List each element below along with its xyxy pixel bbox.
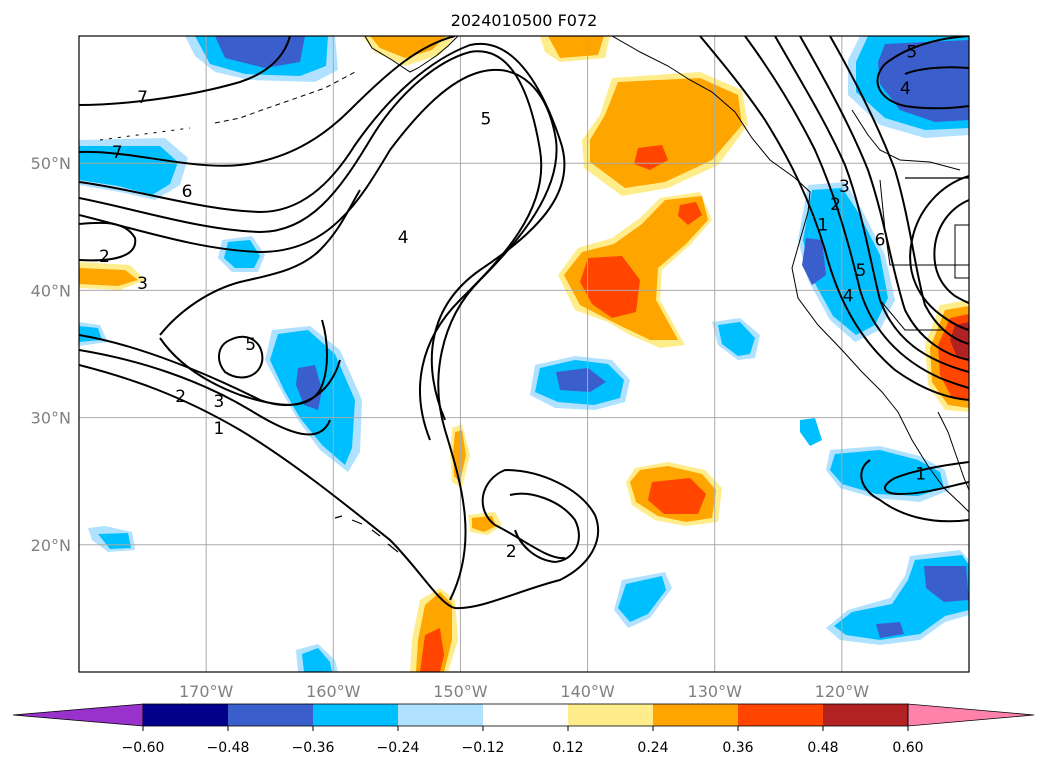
contour-label: 3 — [213, 392, 224, 412]
colorbar-segment — [313, 704, 398, 726]
colorbar-segment — [568, 704, 653, 726]
colorbar-tick-label: 0.60 — [892, 740, 923, 756]
colorbar-extend-low — [12, 703, 144, 727]
contour-label: 2 — [175, 387, 186, 407]
contour-line — [159, 319, 328, 406]
contour-line — [79, 42, 566, 421]
lat-tick-label: 40°N — [31, 281, 71, 300]
colorbar-tick-label: −0.12 — [462, 740, 505, 756]
contour-label: 6 — [875, 231, 886, 251]
colorbar-tick-label: −0.48 — [207, 740, 250, 756]
lon-tick-label: 160°W — [306, 682, 361, 701]
contour-line — [860, 459, 969, 523]
colorbar-tick-label: −0.60 — [122, 740, 165, 756]
colorbar-tick-label: 0.36 — [722, 740, 753, 756]
contour-label: 3 — [839, 177, 850, 197]
map-background — [79, 36, 969, 672]
contour-lines — [79, 36, 969, 610]
colorbar-segment — [398, 704, 483, 726]
contour-line — [699, 36, 969, 401]
contour-line — [79, 349, 331, 436]
lon-tick-label: 170°W — [179, 682, 234, 701]
colorbar-tick-label: −0.36 — [292, 740, 335, 756]
colorbar-tick-labels: −0.60 −0.48 −0.36 −0.24 −0.12 0.12 0.24 0.36 0.4… — [122, 726, 924, 756]
colorbar-tick-label: −0.24 — [377, 740, 420, 756]
colorbar-segment — [228, 704, 313, 726]
colorbar-segment — [483, 704, 568, 726]
contour-label: 4 — [843, 286, 854, 306]
map-title: 2024010500 F072 — [451, 11, 598, 30]
contour-line — [744, 36, 969, 389]
lon-tick-label: 140°W — [560, 682, 615, 701]
contour-label: 2 — [99, 247, 110, 267]
colorbar-tick-label: 0.24 — [637, 740, 668, 756]
coastlines — [99, 36, 969, 553]
alaska-coastline — [364, 36, 459, 73]
contour-label: 1 — [817, 215, 828, 235]
contour-label: 3 — [137, 274, 148, 294]
contour-line — [79, 50, 543, 441]
lat-tick-label: 30°N — [31, 409, 71, 428]
colorbar-segment — [653, 704, 738, 726]
contour-line — [876, 36, 969, 110]
contour-line — [509, 492, 580, 564]
hawaii-islands — [334, 515, 399, 553]
lon-tick-label: 150°W — [433, 682, 488, 701]
contour-line — [884, 461, 969, 496]
contour-label: 6 — [182, 182, 193, 202]
contour-label: 5 — [906, 42, 917, 62]
contour-label: 2 — [506, 542, 517, 562]
gridlines — [79, 36, 969, 672]
contour-label: 4 — [398, 228, 409, 248]
contour-line — [218, 335, 264, 379]
contour-line — [79, 334, 341, 406]
contour-line — [933, 199, 969, 304]
contour-label: 1 — [915, 465, 926, 485]
contour-line — [79, 364, 600, 610]
contour-label: 7 — [137, 88, 148, 108]
contour-line — [799, 36, 969, 361]
latitude-labels: 50°N 40°N 30°N 20°N — [31, 154, 71, 555]
contour-line — [774, 36, 969, 373]
colorbar-extend-high — [907, 703, 1035, 727]
map-frame — [78, 35, 970, 673]
contour-label: 5 — [245, 335, 256, 355]
contour-line — [79, 36, 456, 167]
lon-tick-label: 130°W — [688, 682, 743, 701]
contour-line — [79, 221, 137, 262]
contour-line — [159, 189, 361, 336]
lat-tick-label: 50°N — [31, 154, 71, 173]
colorbar-outline — [142, 703, 909, 727]
north-america-coastline — [611, 36, 969, 513]
colorbar-tick-label: 0.48 — [807, 740, 838, 756]
aleutian-islands — [214, 71, 356, 124]
colorbar-segment — [738, 704, 823, 726]
anomaly-shading — [79, 36, 969, 672]
contour-label: 7 — [112, 143, 123, 163]
colorbar-segment — [823, 704, 908, 726]
contour-line — [79, 69, 558, 601]
contour-label: 5 — [480, 110, 491, 130]
contour-label: 5 — [856, 261, 867, 281]
colorbar-tick-label: 0.12 — [552, 740, 583, 756]
contour-line — [79, 36, 291, 106]
contour-line — [904, 66, 969, 75]
contour-label: 4 — [900, 79, 911, 99]
colorbar — [12, 703, 1035, 727]
longitude-labels: 170°W 160°W 150°W 140°W 130°W 120°W — [179, 682, 869, 701]
colorbar-segment — [143, 704, 228, 726]
contour-label: 2 — [830, 195, 841, 215]
contour-label: 1 — [213, 419, 224, 439]
contour-line — [909, 175, 969, 331]
lon-tick-label: 120°W — [815, 682, 870, 701]
lat-tick-label: 20°N — [31, 536, 71, 555]
contour-line — [829, 36, 969, 345]
